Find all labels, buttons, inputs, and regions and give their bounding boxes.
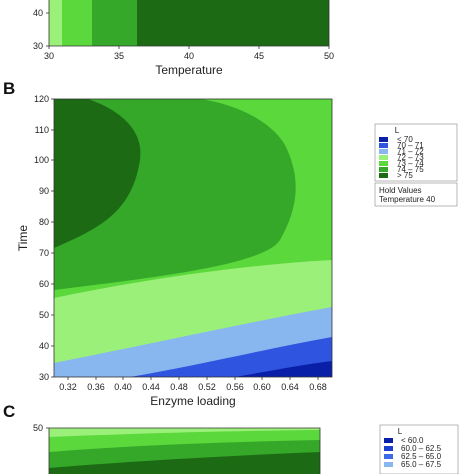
panel-b-legend-entry-73-74: 73 – 74 xyxy=(397,159,424,168)
panel-b-xtick-048: 0.48 xyxy=(170,382,188,392)
panel-b-hold-values-line: Temperature 40 xyxy=(379,195,436,204)
panel-b-y-axis: 120 110 100 90 80 70 60 50 40 30 xyxy=(34,94,54,382)
panel-c-legend-swatch-625-65 xyxy=(384,454,393,459)
panel-a-xtick-35: 35 xyxy=(114,51,124,61)
panel-b-legend-title: L xyxy=(395,126,400,135)
panel-b-legend-entry-71-72: 71 – 72 xyxy=(397,147,424,156)
panel-b-xtick-044: 0.44 xyxy=(142,382,160,392)
panel-b-ytick-90: 90 xyxy=(39,186,49,196)
panel-b-ytick-40: 40 xyxy=(39,341,49,351)
panel-b-ytick-70: 70 xyxy=(39,248,49,258)
panel-c-region-light xyxy=(49,428,320,437)
panel-a-xtick-30: 30 xyxy=(44,51,54,61)
panel-c-legend: L < 60.0 60.0 – 62.5 62.5 – 65.0 65.0 – … xyxy=(379,424,459,474)
panel-b-region-70-71 xyxy=(130,337,332,377)
panel-b-hold-values-title: Hold Values xyxy=(379,186,422,195)
panel-b-legend-swatch-73-74 xyxy=(379,161,388,166)
panel-b-legend-entry-72-73: 72 – 73 xyxy=(397,153,424,162)
panel-b-xtick-040: 0.40 xyxy=(114,382,132,392)
panel-b-legend-entry-lt70: < 70 xyxy=(397,135,413,144)
panel-b-legend-entry-74-75: 74 – 75 xyxy=(397,165,424,174)
panel-b-legend-swatch-gt75 xyxy=(379,173,388,178)
panel-c-legend-title: L xyxy=(398,427,403,436)
panel-a-band-74-75 xyxy=(92,0,137,46)
panel-b-ytick-120: 120 xyxy=(34,94,49,104)
panel-a-xtick-40: 40 xyxy=(184,51,194,61)
panel-b-ytick-100: 100 xyxy=(34,155,49,165)
panel-b-region-lt70 xyxy=(235,361,332,377)
panel-b-region-gt75 xyxy=(54,99,141,248)
panel-b-ytick-110: 110 xyxy=(35,125,49,135)
panel-c-legend-swatch-lt60 xyxy=(384,438,393,443)
panel-b-frame xyxy=(53,98,333,378)
panel-a: 40 30 30 35 40 45 50 Temperature xyxy=(33,0,334,77)
panel-a-band-72-73 xyxy=(49,0,62,46)
panel-b-hold-values-box xyxy=(374,182,458,207)
panel-b-legend-frame xyxy=(374,123,458,182)
panel-a-xtick-50: 50 xyxy=(324,51,334,61)
panel-a-xtick-45: 45 xyxy=(254,51,264,61)
panel-a-ytick-40: 40 xyxy=(33,8,43,18)
panel-b-xtick-068: 0.68 xyxy=(309,382,327,392)
panel-b-x-axis-label: Enzyme loading xyxy=(150,394,235,408)
panel-b-xtick-032: 0.32 xyxy=(59,382,77,392)
panel-c: 50 xyxy=(33,423,321,474)
panel-c-ytick-50: 50 xyxy=(33,423,43,433)
panel-b-xtick-060: 0.60 xyxy=(253,382,271,392)
panel-b-legend: L < 70 70 – 71 71 – 72 72 – 73 73 – 74 7… xyxy=(374,123,458,207)
panel-c-legend-entry-625-65: 62.5 – 65.0 xyxy=(401,452,442,461)
panel-c-letter: C xyxy=(3,402,15,421)
panel-b-ytick-50: 50 xyxy=(39,310,49,320)
panel-b-letter: B xyxy=(3,79,15,98)
panel-c-frame xyxy=(48,427,321,474)
panel-b-ytick-80: 80 xyxy=(39,217,49,227)
panel-b-xtick-064: 0.64 xyxy=(281,382,299,392)
panel-a-x-axis-label: Temperature xyxy=(155,63,223,77)
panel-b-xtick-056: 0.56 xyxy=(226,382,244,392)
panel-a-band-73-74 xyxy=(62,0,92,46)
panel-b-legend-swatch-74-75 xyxy=(379,167,388,172)
panel-c-legend-swatch-65-675 xyxy=(384,462,393,467)
panel-b-xtick-052: 0.52 xyxy=(198,382,216,392)
panel-b-ytick-60: 60 xyxy=(39,279,49,289)
panel-b: 120 110 100 90 80 70 60 50 40 30 0.32 0.… xyxy=(16,94,333,408)
panel-c-legend-swatch-60-625 xyxy=(384,446,393,451)
panel-b-y-axis-label: Time xyxy=(16,225,30,252)
panel-b-legend-swatch-72-73 xyxy=(379,155,388,160)
panel-a-ytick-30: 30 xyxy=(33,41,43,51)
panel-b-xtick-036: 0.36 xyxy=(87,382,105,392)
panel-b-ytick-30: 30 xyxy=(39,372,49,382)
panel-b-x-axis: 0.32 0.36 0.40 0.44 0.48 0.52 0.56 0.60 … xyxy=(59,377,327,392)
panel-b-legend-entry-70-71: 70 – 71 xyxy=(397,141,424,150)
panel-b-legend-swatch-lt70 xyxy=(379,137,388,142)
panel-b-legend-swatch-71-72 xyxy=(379,149,388,154)
panel-a-band-gt75 xyxy=(137,0,329,46)
panel-b-legend-swatch-70-71 xyxy=(379,143,388,148)
panel-b-legend-entry-gt75: > 75 xyxy=(397,171,413,180)
panel-c-legend-entry-60-625: 60.0 – 62.5 xyxy=(401,444,442,453)
panel-c-legend-entry-lt60: < 60.0 xyxy=(401,436,424,445)
panel-c-legend-entry-65-675: 65.0 – 67.5 xyxy=(401,460,442,469)
